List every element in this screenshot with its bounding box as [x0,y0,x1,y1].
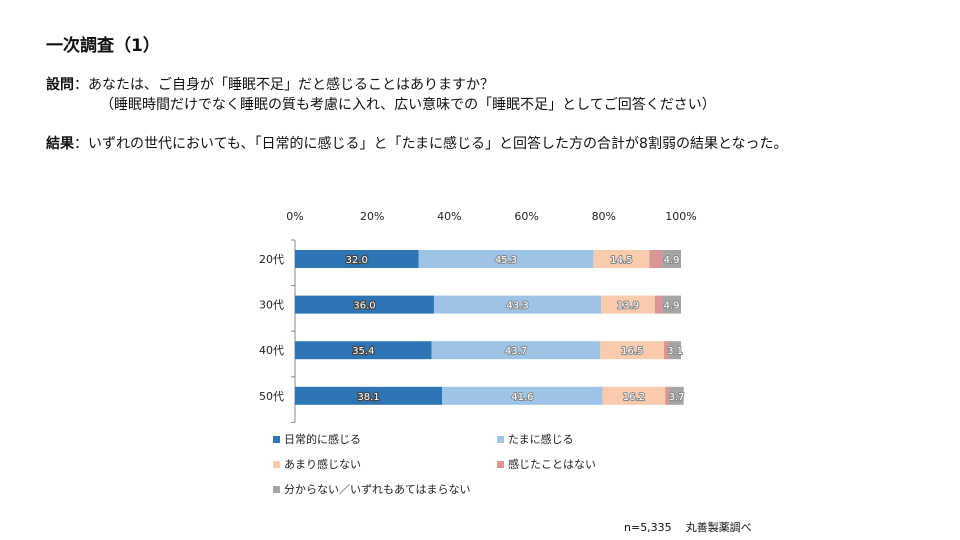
source-note: 丸善製薬調べ [685,521,752,534]
legend-swatch [497,461,504,468]
bar-segment [442,386,603,405]
bar-segment [662,250,681,268]
legend-label: 感じたことはない [508,458,596,471]
data-label: 4.9 [664,301,680,312]
category-label: 40代 [259,344,284,357]
data-label: 3.7 [669,392,685,403]
legend-label: 日常的に感じる [284,432,361,446]
data-label: 32.0 [346,255,368,266]
x-tick-label: 100% [665,210,696,223]
bar-segment [601,295,655,314]
x-tick-label: 0% [286,210,303,223]
category-label: 20代 [259,253,284,266]
bar-segment [295,341,432,360]
question-line: 設問：あなたは、ご自身が「睡眠不足」だと感じることはありますか？ [46,76,494,94]
x-tick-label: 40% [437,210,461,223]
data-label: 35.4 [352,346,374,357]
data-label: 13.9 [617,301,639,312]
bar-segment [295,295,434,314]
bar-segment [295,386,443,405]
x-tick-label: 20% [360,210,384,223]
legend-swatch [273,436,280,443]
data-label: 36.0 [353,301,375,312]
category-label: 50代 [259,390,284,403]
bar-segment [665,386,670,405]
x-tick-label: 80% [592,210,616,223]
bar-segment [418,250,594,268]
question-text: ：あなたは、ご自身が「睡眠不足」だと感じることはありますか？ [74,77,494,93]
legend-label: あまり感じない [284,458,361,471]
bar-segment [654,295,663,314]
chart-footer: n=5,335 丸善製薬調べ [624,519,766,535]
question-subtext: （睡眠時間だけでなく睡眠の質も考慮に入れ、広い意味での「睡眠不足」としてご回答く… [100,97,716,113]
sample-size: n=5,335 [624,521,672,534]
data-label: 41.6 [511,392,533,403]
data-label: 16.5 [621,346,643,357]
data-label: 3.1 [667,346,683,357]
legend-swatch [273,486,280,493]
data-label: 43.7 [505,346,527,357]
question-label: 設問 [46,77,74,93]
bar-segment [593,250,650,268]
bar-segment [295,250,419,268]
bar-segment [600,341,665,360]
category-label: 30代 [259,299,284,312]
bar-segment [433,295,602,314]
bar-segment [662,295,681,314]
data-label: 45.3 [495,255,517,266]
data-label: 16.2 [623,392,645,403]
result-text: ：いずれの世代においても、「日常的に感じる」と「たまに感じる」と回答した方の合計… [74,136,788,152]
x-tick-label: 60% [514,210,538,223]
legend-swatch [497,436,504,443]
legend-swatch [273,461,280,468]
data-label: 43.3 [506,301,528,312]
page-title: 一次調査（1） [46,36,160,56]
bar-segment [664,341,670,360]
bar-segment [669,341,681,360]
result-line: 結果：いずれの世代においても、「日常的に感じる」と「たまに感じる」と回答した方の… [46,135,788,153]
data-label: 38.1 [357,392,379,403]
bar-segment [602,386,666,405]
legend-label: 分からない／いずれもあてはまらない [284,483,471,496]
legend-label: たまに感じる [508,433,574,446]
bar-segment [431,341,601,360]
data-label: 14.5 [610,255,632,266]
bar-segment [669,386,684,405]
data-label: 4.9 [664,255,680,266]
bar-segment [649,250,663,268]
result-label: 結果 [46,136,74,152]
